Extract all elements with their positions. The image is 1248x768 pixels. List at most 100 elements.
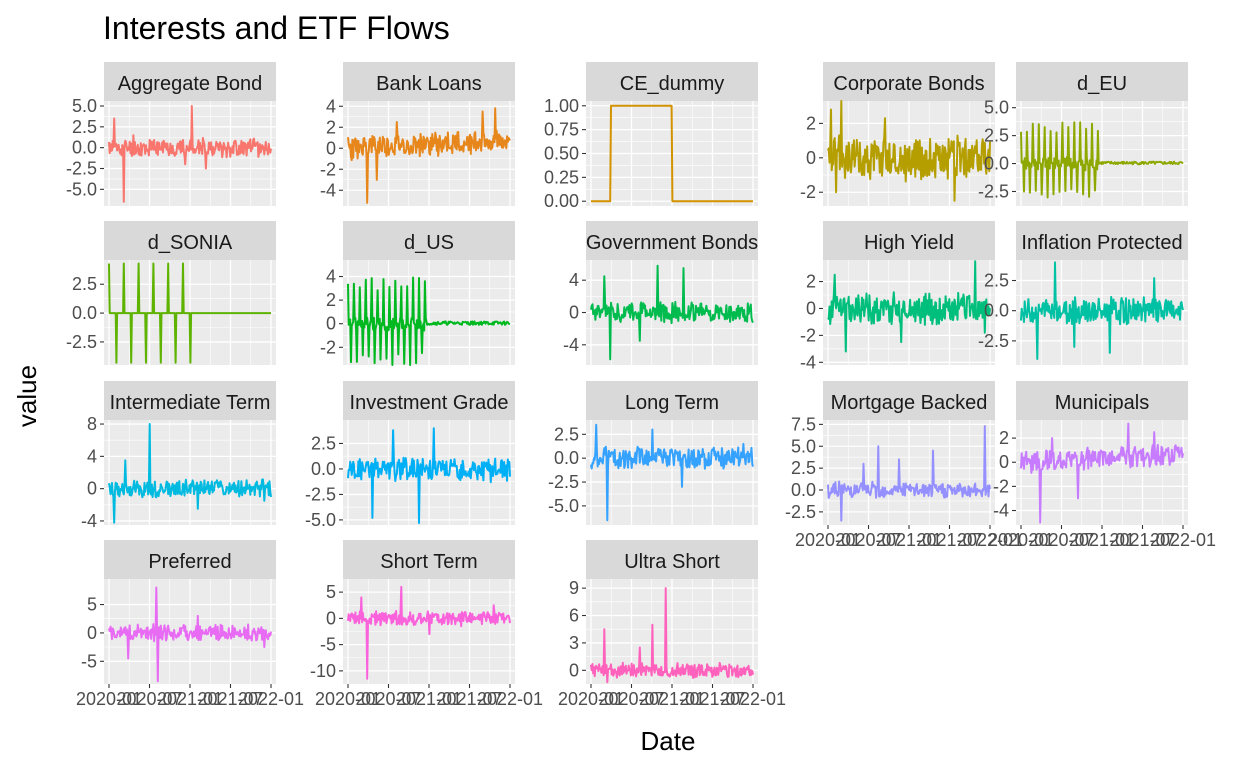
x-tick-label: 2021-07 (1109, 530, 1175, 550)
y-tick-label: 2.5 (311, 433, 336, 453)
facet-strip-label: Investment Grade (350, 392, 509, 414)
y-tick-label: -5.0 (305, 510, 336, 530)
x-tick-label: 2022-01 (957, 530, 1023, 550)
x-tick-label: 2020-07 (598, 689, 664, 709)
y-tick-label: 0.0 (72, 303, 97, 323)
y-tick-label: 2 (806, 113, 816, 133)
y-tick-label: -2.5 (978, 181, 1009, 201)
y-tick-label: -2 (993, 476, 1009, 496)
y-tick-label: -2.5 (66, 332, 97, 352)
facet-long-term: Long Term 2.5 0.0 -2.5 -5.0 (548, 381, 758, 525)
facet-strip-label: Corporate Bonds (833, 73, 984, 95)
y-tick-label: 2.5 (72, 117, 97, 137)
y-tick-label: -4 (563, 335, 579, 355)
y-tick-label: 9 (569, 578, 579, 598)
series-line-intermediate-term (108, 423, 272, 524)
series-line-investment-grade (347, 427, 511, 524)
x-tick-label: 2021-07 (679, 689, 745, 709)
facet-preferred: Preferred 5 0 -5 2020-012020-072021-012021-0… (76, 540, 304, 709)
facet-strip (823, 221, 995, 260)
series-line-corporate-bonds (827, 100, 991, 202)
y-tick-label: 0 (806, 148, 816, 168)
y-tick-label: -2.5 (548, 472, 579, 492)
y-tick-label: 0.50 (544, 144, 579, 164)
y-tick-label: 0.25 (544, 167, 579, 187)
y-tick-label: -5 (320, 635, 336, 655)
facet-strip-label: d_US (404, 232, 454, 254)
facet-strip-label: Bank Loans (376, 73, 482, 95)
facet-intermediate-term: Intermediate Term 8 4 0 -4 (81, 381, 276, 531)
facet-strip-label: Preferred (148, 551, 231, 573)
y-tick-label: 0 (87, 479, 97, 499)
facet-strip-label: CE_dummy (620, 73, 724, 95)
facet-strip (586, 540, 758, 579)
y-tick-label: 0.75 (544, 120, 579, 140)
y-tick-label: 0.0 (791, 480, 816, 500)
facet-strip-label: Government Bonds (586, 232, 758, 254)
y-tick-label: 0 (87, 623, 97, 643)
y-tick-label: -2 (320, 337, 336, 357)
series-line-government-bonds (590, 264, 754, 361)
x-tick-label: 2021-07 (436, 689, 502, 709)
x-tick-label: 2021-01 (1069, 530, 1135, 550)
y-tick-label: 6 (569, 606, 579, 626)
y-tick-label: 0 (326, 138, 336, 158)
x-tick-label: 2020-01 (988, 530, 1054, 550)
y-tick-label: 3 (569, 633, 579, 653)
facet-strip (1016, 381, 1188, 420)
y-tick-label: 5.0 (72, 96, 97, 116)
facet-strip-label: Short Term (380, 551, 477, 573)
y-tick-label: 0 (569, 303, 579, 323)
y-tick-label: 0.0 (984, 301, 1009, 321)
x-tick-label: 2021-01 (396, 689, 462, 709)
facet-strip-label: Municipals (1055, 392, 1149, 414)
y-tick-label: 5.0 (791, 436, 816, 456)
y-tick-label: 4 (326, 267, 336, 287)
y-tick-label: -10 (310, 661, 336, 681)
series-line-high-yield (827, 260, 991, 353)
facet-corporate-bonds: Corporate Bonds 2 0 -2 (800, 62, 995, 206)
facet-strip (823, 381, 995, 420)
facet-strip (586, 62, 758, 101)
y-tick-label: 4 (326, 96, 336, 116)
y-tick-label: 2.5 (554, 424, 579, 444)
series-line-aggregate-bond (108, 105, 272, 203)
facet-d-sonia: d_SONIA 2.5 0.0 -2.5 (66, 221, 276, 365)
y-tick-label: 1.00 (544, 96, 579, 116)
y-tick-label: 2.5 (984, 126, 1009, 146)
y-tick-label: 0.0 (311, 459, 336, 479)
x-tick-label: 2020-07 (355, 689, 421, 709)
facet-strip (823, 62, 995, 101)
series-line-ultra-short (590, 587, 754, 684)
facet-strip (1016, 221, 1188, 260)
x-tick-label: 2020-01 (795, 530, 861, 550)
facet-high-yield: High Yield 2 0 -2 -4 (800, 221, 995, 372)
facet-strip (586, 221, 758, 260)
y-tick-label: 5 (326, 582, 336, 602)
facet-ce-dummy: CE_dummy 1.00 0.75 0.50 0.25 0.00 (544, 62, 758, 211)
facet-bank-loans: Bank Loans 420-2-4 (320, 62, 515, 206)
y-axis-title: value (12, 365, 42, 427)
x-tick-label: 2020-07 (1028, 530, 1094, 550)
facet-strip (343, 221, 515, 260)
facet-short-term: Short Term50-5-102020-012020-072021-0120… (310, 540, 543, 709)
y-tick-label: -2.5 (785, 502, 816, 522)
x-tick-label: 2021-07 (197, 689, 263, 709)
facet-strip (104, 381, 276, 420)
y-tick-label: -4 (81, 511, 97, 531)
facet-strip-label: Long Term (625, 392, 719, 414)
facet-strip-label: Mortgage Backed (831, 392, 988, 414)
x-tick-label: 2021-01 (876, 530, 942, 550)
y-tick-label: -2 (320, 159, 336, 179)
y-tick-label: -2.5 (978, 331, 1009, 351)
facet-strip (1016, 62, 1188, 101)
y-tick-label: 8 (87, 414, 97, 434)
y-tick-label: 5.0 (984, 98, 1009, 118)
series-line-d-us (347, 276, 511, 366)
y-tick-label: -5.0 (548, 496, 579, 516)
y-tick-label: -4 (993, 501, 1009, 521)
y-tick-label: 2.5 (791, 458, 816, 478)
x-tick-label: 2022-01 (477, 689, 543, 709)
